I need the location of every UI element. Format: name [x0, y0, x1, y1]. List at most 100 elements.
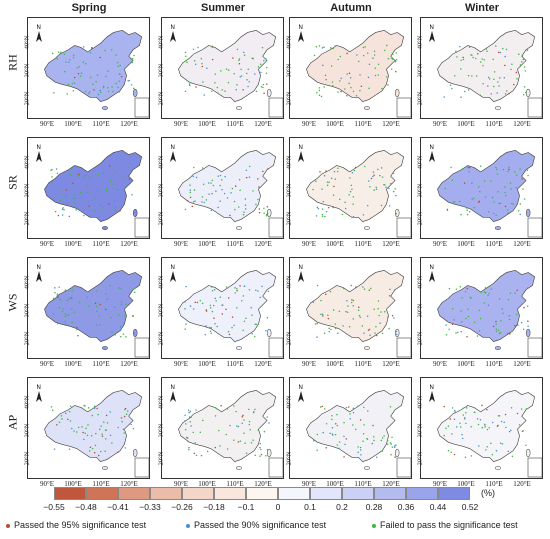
station-dot: [130, 84, 133, 86]
station-dot: [123, 408, 126, 411]
station-dot: [251, 314, 253, 316]
station-dot: [87, 424, 89, 426]
north-label: N: [430, 385, 434, 391]
station-dot: [338, 198, 341, 200]
station-dot: [78, 65, 80, 68]
station-dot: [220, 405, 222, 407]
station-dot: [133, 287, 136, 290]
station-dot: [507, 450, 510, 452]
north-arrow-icon: [170, 271, 176, 282]
south-china-sea-inset: [527, 217, 542, 238]
station-dot: [394, 188, 396, 190]
station-dot: [478, 330, 481, 332]
north-label: N: [37, 385, 41, 391]
station-dot: [223, 192, 226, 195]
station-dot: [99, 89, 101, 92]
station-dot: [527, 320, 529, 322]
row-label-sr: SR: [5, 175, 20, 190]
station-dot: [465, 407, 468, 409]
station-dot: [379, 174, 381, 177]
station-dot: [527, 174, 529, 177]
station-dot: [312, 188, 314, 191]
station-dot: [81, 426, 83, 428]
lat-label: 20°N: [23, 91, 31, 106]
lat-label: 40°N: [23, 155, 31, 170]
station-dot: [321, 215, 324, 217]
station-dot: [72, 56, 75, 59]
china-outline: [306, 389, 405, 462]
south-china-sea-inset: [396, 217, 411, 238]
station-dot: [336, 413, 338, 416]
lat-label: 30°N: [23, 183, 31, 198]
station-dot: [125, 335, 127, 338]
station-dot: [224, 175, 226, 178]
station-dot: [488, 427, 490, 429]
station-dot: [184, 301, 186, 303]
station-dot: [478, 309, 481, 312]
dot-90-icon: [186, 523, 190, 528]
station-dot: [521, 54, 524, 57]
station-dot: [464, 416, 466, 419]
station-dot: [488, 211, 490, 213]
station-dot: [517, 210, 520, 212]
south-china-sea-inset: [527, 337, 542, 358]
station-dot: [359, 89, 361, 92]
station-dot: [462, 407, 464, 410]
station-dot: [345, 310, 347, 313]
station-dot: [189, 184, 191, 186]
station-dot: [125, 314, 128, 317]
station-dot: [231, 316, 234, 318]
station-dot: [487, 85, 489, 87]
station-dot: [356, 54, 358, 56]
station-dot: [328, 331, 331, 333]
station-dot: [395, 58, 398, 61]
hainan-island: [363, 106, 370, 111]
station-dot: [225, 68, 228, 70]
north-label: N: [171, 145, 175, 151]
station-dot: [56, 293, 59, 295]
station-dot: [526, 305, 529, 307]
column-title-spring: Spring: [71, 2, 107, 14]
station-dot: [444, 187, 447, 190]
station-dot: [456, 426, 458, 428]
station-dot: [117, 451, 119, 454]
station-dot: [225, 433, 227, 436]
north-label: N: [299, 145, 303, 151]
lat-label: 40°N: [157, 275, 165, 290]
station-dot: [251, 332, 254, 335]
station-dot: [380, 204, 383, 207]
north-arrow-icon: [298, 31, 304, 42]
station-dot: [77, 173, 79, 176]
station-dot: [263, 92, 265, 95]
station-dot: [316, 433, 319, 436]
lon-label: 110°E: [485, 480, 503, 488]
station-dot: [184, 428, 187, 431]
station-dot: [82, 431, 84, 434]
lat-label: 20°N: [416, 451, 424, 466]
station-dot: [353, 169, 356, 172]
station-dot: [347, 406, 350, 408]
station-dot: [184, 328, 186, 330]
station-dot: [79, 191, 82, 194]
station-dot: [57, 322, 59, 325]
hainan-island: [235, 226, 242, 231]
station-dot: [185, 59, 187, 62]
station-dot: [95, 290, 98, 293]
station-dot: [266, 212, 269, 215]
station-dot: [323, 332, 326, 335]
station-dot: [259, 442, 261, 445]
lon-label: 120°E: [120, 240, 138, 248]
station-dot: [265, 455, 267, 457]
station-dot: [260, 86, 263, 88]
station-dot: [377, 308, 379, 310]
station-dot: [521, 178, 523, 180]
station-dot: [518, 53, 520, 55]
station-dot: [524, 70, 527, 72]
station-dot: [99, 428, 101, 430]
station-dot: [65, 412, 67, 414]
station-dot: [72, 90, 75, 92]
station-dot: [490, 442, 492, 444]
legend-color-cell: [214, 487, 246, 500]
station-dot: [188, 83, 191, 85]
station-dot: [119, 210, 121, 212]
